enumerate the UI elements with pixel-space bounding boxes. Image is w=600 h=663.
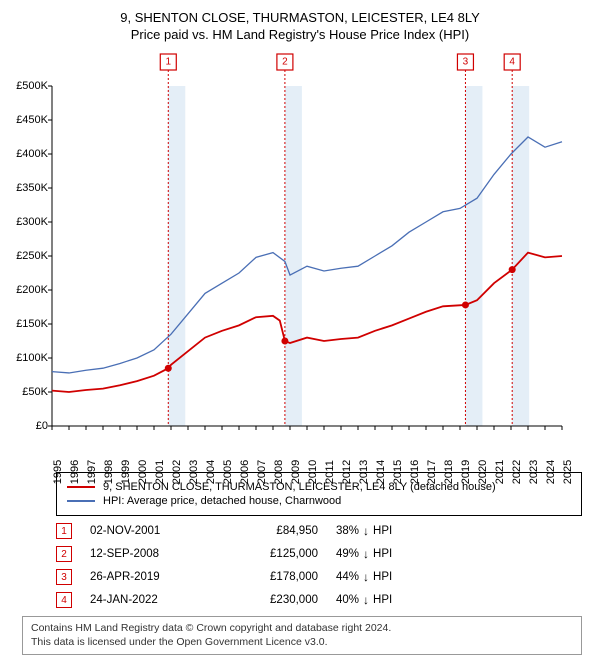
footer-line-1: Contains HM Land Registry data © Crown c… [31,622,573,636]
marker-dot [462,301,469,308]
plot-svg: 1234 [52,86,562,426]
marker-number: 2 [282,57,288,68]
marker-dot [165,365,172,372]
plot-area: 1234 £0£50K£100K£150K£200K£250K£300K£350… [8,52,568,466]
y-tick-label: £250K [8,250,48,262]
marker-band [168,86,185,426]
transactions-table: 1 02-NOV-2001 £84,950 38% ↓ HPI 2 12-SEP-2008 £1… [56,523,582,608]
y-tick-label: £350K [8,182,48,194]
marker-number: 4 [509,57,515,68]
tx-diff-vs: HPI [373,548,392,560]
tx-diff: 44% ↓ HPI [336,570,392,584]
arrow-down-icon: ↓ [363,524,369,538]
arrow-down-icon: ↓ [363,593,369,607]
transaction-row: 4 24-JAN-2022 £230,000 40% ↓ HPI [56,592,582,608]
tx-diff-pct: 44% [336,571,359,583]
licence-footer: Contains HM Land Registry data © Crown c… [22,616,582,655]
legend-item: HPI: Average price, detached house, Char… [67,495,571,507]
tx-number: 4 [56,592,72,608]
marker-number: 1 [165,57,171,68]
legend-label: HPI: Average price, detached house, Char… [103,495,341,507]
tx-price: £84,950 [228,525,318,537]
tx-date: 26-APR-2019 [90,571,210,583]
tx-diff-pct: 40% [336,594,359,606]
chart-title-subtitle: Price paid vs. HM Land Registry's House … [8,27,592,42]
tx-diff: 40% ↓ HPI [336,593,392,607]
transaction-row: 1 02-NOV-2001 £84,950 38% ↓ HPI [56,523,582,539]
price-hpi-chart: 9, SHENTON CLOSE, THURMASTON, LEICESTER,… [8,10,592,655]
arrow-down-icon: ↓ [363,547,369,561]
tx-date: 24-JAN-2022 [90,594,210,606]
tx-price: £178,000 [228,571,318,583]
y-tick-label: £100K [8,352,48,364]
y-tick-label: £150K [8,318,48,330]
tx-diff-vs: HPI [373,571,392,583]
footer-line-2: This data is licensed under the Open Gov… [31,636,573,650]
y-tick-label: £400K [8,148,48,160]
y-tick-label: £450K [8,114,48,126]
tx-number: 1 [56,523,72,539]
tx-date: 02-NOV-2001 [90,525,210,537]
transaction-row: 2 12-SEP-2008 £125,000 49% ↓ HPI [56,546,582,562]
tx-diff: 38% ↓ HPI [336,524,392,538]
marker-dot [281,338,288,345]
tx-diff-vs: HPI [373,525,392,537]
y-tick-label: £500K [8,80,48,92]
legend-swatch [67,500,95,502]
marker-number: 3 [463,57,469,68]
transaction-row: 3 26-APR-2019 £178,000 44% ↓ HPI [56,569,582,585]
series-property [52,253,562,392]
tx-diff-pct: 38% [336,525,359,537]
chart-title-address: 9, SHENTON CLOSE, THURMASTON, LEICESTER,… [8,10,592,25]
tx-diff: 49% ↓ HPI [336,547,392,561]
marker-band [512,86,529,426]
tx-price: £230,000 [228,594,318,606]
y-tick-label: £50K [8,386,48,398]
legend-swatch [67,486,95,488]
y-tick-label: £200K [8,284,48,296]
arrow-down-icon: ↓ [363,570,369,584]
tx-price: £125,000 [228,548,318,560]
marker-band [465,86,482,426]
tx-diff-pct: 49% [336,548,359,560]
tx-number: 3 [56,569,72,585]
y-tick-label: £0 [8,420,48,432]
y-tick-label: £300K [8,216,48,228]
marker-band [285,86,302,426]
tx-date: 12-SEP-2008 [90,548,210,560]
tx-diff-vs: HPI [373,594,392,606]
tx-number: 2 [56,546,72,562]
marker-dot [509,266,516,273]
